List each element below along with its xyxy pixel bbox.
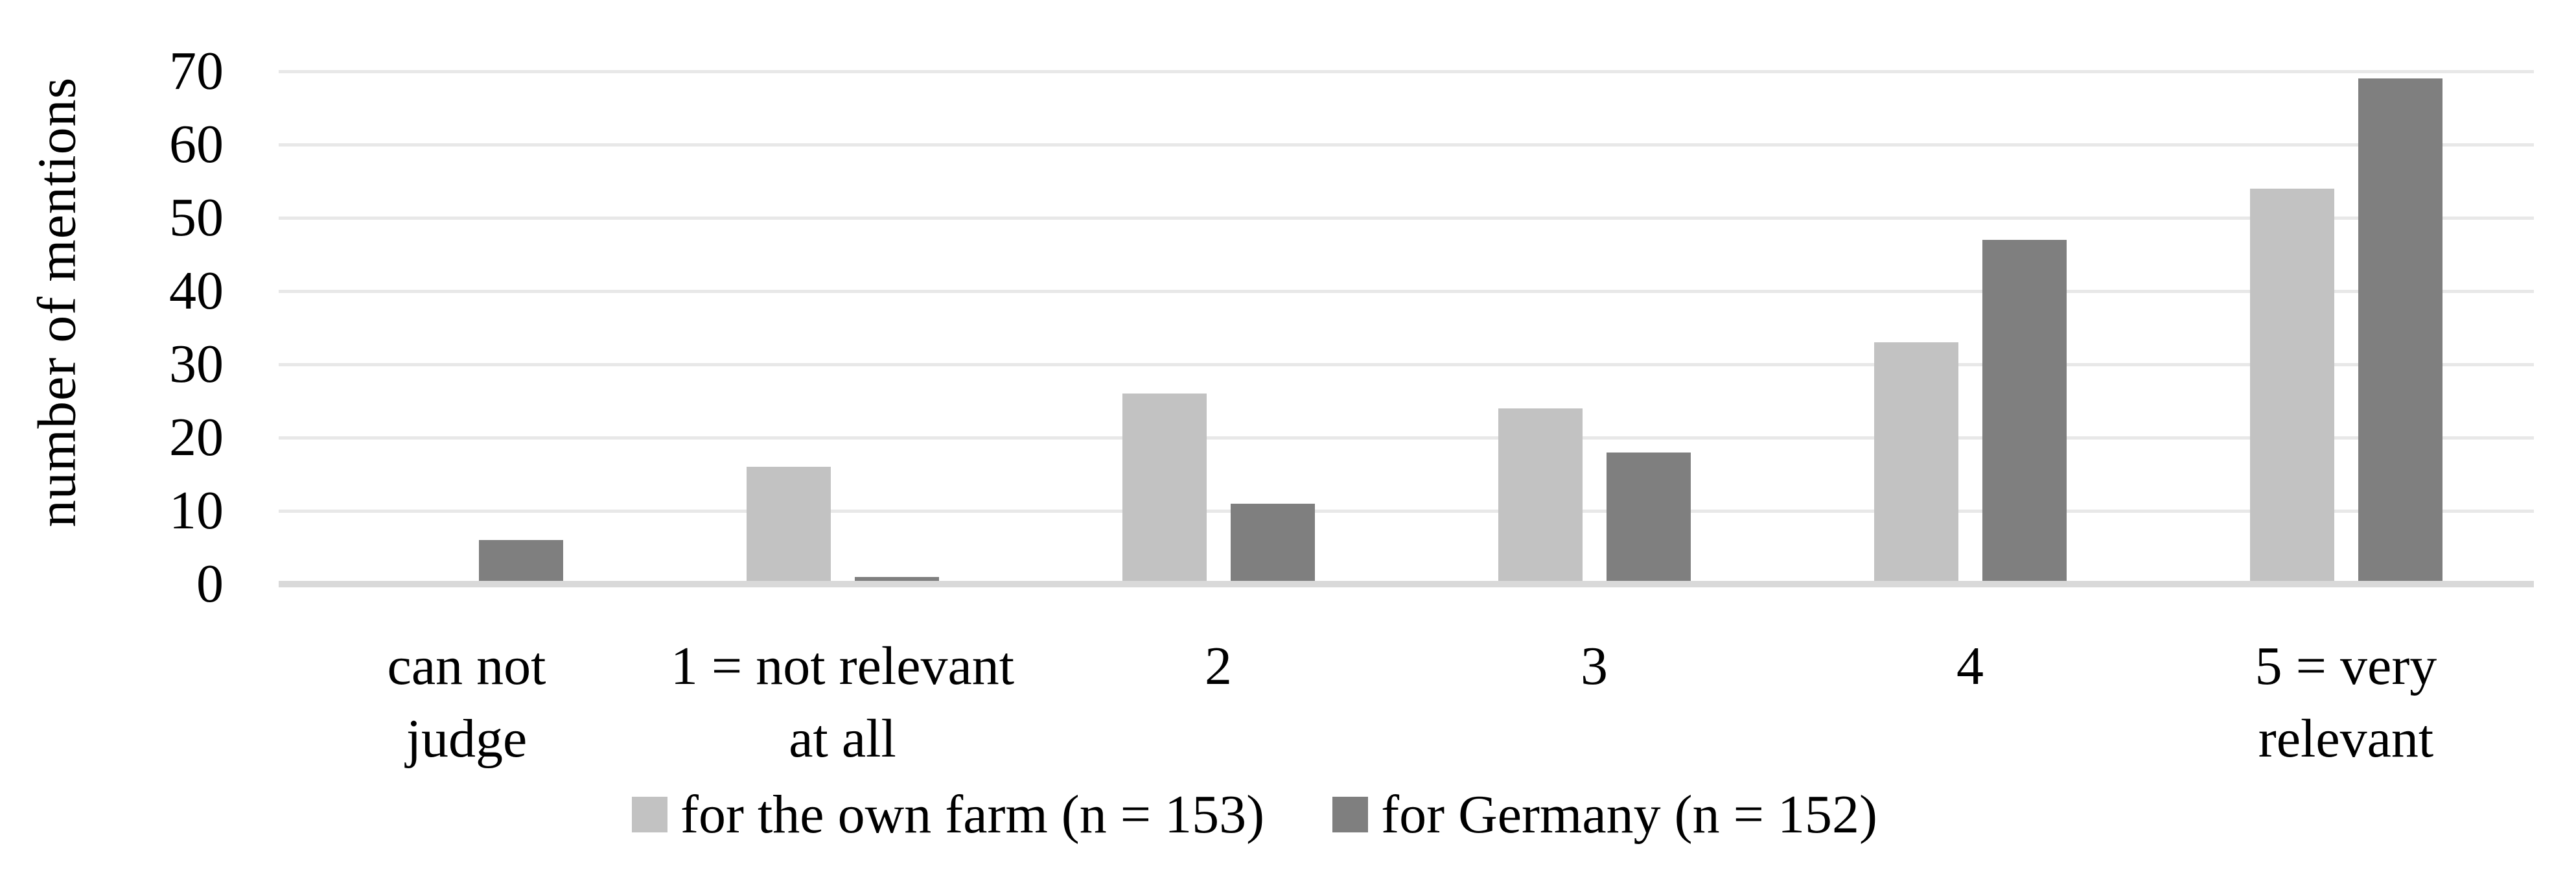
- legend-label: for Germany (n = 152): [1381, 784, 1877, 845]
- y-tick-label-20: 20: [169, 407, 224, 467]
- y-tick-label-10: 10: [169, 480, 224, 541]
- bar-for-germany-1-not-relevant-at-all: [854, 576, 939, 584]
- bar-for-the-own-farm-2: [1122, 394, 1207, 584]
- gridline-20: [279, 436, 2534, 440]
- bar-for-the-own-farm-3: [1498, 408, 1583, 584]
- y-tick-label-60: 60: [169, 114, 224, 174]
- bar-for-the-own-farm-1-not-relevant-at-all: [746, 467, 831, 584]
- legend-swatch-icon: [1332, 796, 1369, 832]
- x-label-1-not-relevant-at-all: 1 = not relevant at all: [655, 630, 1030, 775]
- bars: [279, 71, 2534, 584]
- legend-item-for-the-own-farm: for the own farm (n = 153): [632, 778, 1264, 851]
- bar-group-3: [1406, 71, 1782, 584]
- x-label-line: 1 = not relevant: [670, 636, 1015, 696]
- bar-group-can-not-judge: [279, 71, 655, 584]
- x-label-line: judge: [406, 709, 528, 769]
- legend: for the own farm (n = 153) for Germany (n…: [632, 778, 1877, 851]
- bar-for-germany-2: [1230, 503, 1315, 584]
- x-label-line: 4: [1956, 636, 1984, 696]
- y-tick-label-30: 30: [169, 334, 224, 394]
- bar-group-5-very-relevant: [2158, 71, 2534, 584]
- gridline-30: [279, 362, 2534, 366]
- bar-for-the-own-farm-4: [1874, 342, 1958, 584]
- gridline-50: [279, 216, 2534, 220]
- x-label-can-not-judge: can not judge: [279, 630, 655, 775]
- bar-group-4: [1782, 71, 2158, 584]
- gridline-10: [279, 509, 2534, 513]
- x-label-line: 2: [1205, 636, 1232, 696]
- bar-for-the-own-farm-5-very-relevant: [2249, 188, 2334, 584]
- legend-label: for the own farm (n = 153): [680, 784, 1265, 845]
- x-label-4: 4: [1782, 630, 2158, 775]
- x-label-line: can not: [387, 636, 546, 696]
- bar-group-1-not-relevant-at-all: [655, 71, 1030, 584]
- x-label-2: 2: [1030, 630, 1406, 775]
- y-tick-label-50: 50: [169, 187, 224, 248]
- gridline-60: [279, 143, 2534, 147]
- bar-for-germany-3: [1606, 452, 1691, 584]
- x-label-line: 5 = very: [2255, 636, 2437, 696]
- legend-item-for-germany: for Germany (n = 152): [1332, 778, 1877, 851]
- y-axis-ticks: 0 10 20 30 40 50 60 70: [0, 44, 224, 611]
- legend-swatch-icon: [632, 796, 667, 832]
- y-tick-label-70: 70: [169, 41, 224, 101]
- bar-for-germany-5-very-relevant: [2358, 78, 2443, 584]
- x-label-line: relevant: [2258, 709, 2434, 769]
- x-axis-labels: can not judge 1 = not relevant at all 2 3 4 5 =…: [279, 630, 2534, 775]
- plot-area: [279, 69, 2534, 587]
- x-label-5-very-relevant: 5 = very relevant: [2158, 630, 2534, 775]
- x-label-3: 3: [1406, 630, 1782, 775]
- x-label-line: at all: [789, 709, 896, 769]
- x-label-line: 3: [1581, 636, 1608, 696]
- bar-for-germany-4: [1982, 239, 2067, 584]
- bar-group-2: [1030, 71, 1406, 584]
- y-tick-label-0: 0: [196, 554, 224, 614]
- gridline-40: [279, 289, 2534, 293]
- x-axis-line: [279, 581, 2534, 587]
- y-tick-label-40: 40: [169, 261, 224, 321]
- bar-for-germany-can-not-judge: [478, 540, 563, 584]
- gridline-70: [279, 69, 2534, 73]
